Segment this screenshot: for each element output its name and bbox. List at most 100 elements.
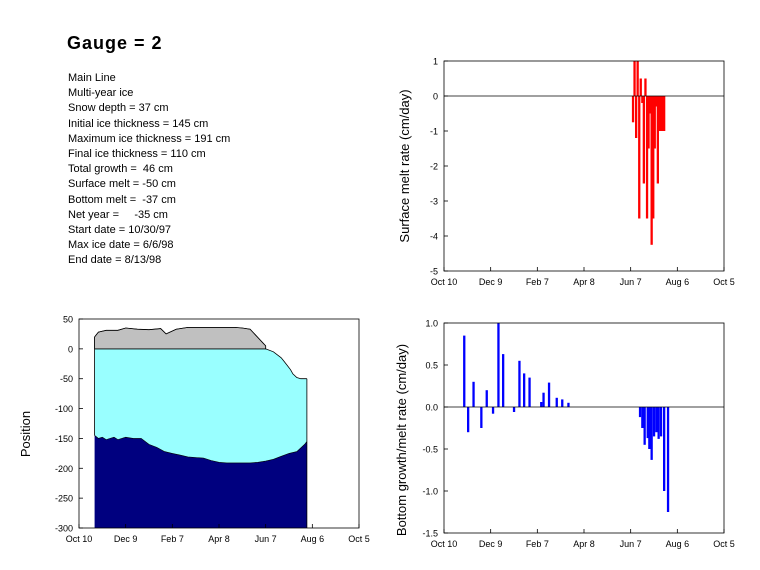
x-tick-label: Dec 9 xyxy=(479,539,503,549)
surface-line xyxy=(94,326,307,380)
bar xyxy=(518,360,521,407)
bar xyxy=(643,407,646,445)
bar xyxy=(542,392,545,407)
plot-frame xyxy=(443,60,725,272)
ice-area xyxy=(94,348,307,463)
y-tick-label: -5 xyxy=(430,267,438,277)
y-tick-label: -200 xyxy=(55,464,73,474)
info-line: Main Line xyxy=(68,72,116,84)
x-tick-label: Apr 8 xyxy=(573,277,595,287)
y-tick-label: 0.5 xyxy=(425,361,438,371)
bar xyxy=(512,407,516,412)
x-tick-label: Oct 10 xyxy=(431,277,458,287)
x-tick-label: Feb 7 xyxy=(161,534,184,544)
bar xyxy=(645,96,649,219)
bottom-line xyxy=(94,435,308,464)
x-tick-label: Oct 10 xyxy=(66,534,93,544)
y-tick-label: -0.5 xyxy=(422,445,438,455)
bar xyxy=(480,407,483,428)
y-tick-label: -1 xyxy=(430,127,438,137)
info-line: Bottom melt = -37 cm xyxy=(68,193,176,206)
chart-title: Gauge = 2 xyxy=(67,33,163,53)
y-tick-label: -3 xyxy=(430,197,438,207)
x-tick-label: Aug 6 xyxy=(666,277,690,287)
info-list: Main Line Multi-year ice Snow depth = 37 c… xyxy=(68,71,230,269)
x-tick-label: Dec 9 xyxy=(114,534,138,544)
bar xyxy=(666,407,670,512)
x-tick-label: Oct 10 xyxy=(431,539,458,549)
bar xyxy=(467,407,470,433)
bar xyxy=(472,381,475,407)
bar xyxy=(523,373,526,407)
bar xyxy=(661,96,664,131)
bar xyxy=(638,407,642,418)
y-tick-label: -300 xyxy=(55,524,73,534)
bar xyxy=(497,323,500,407)
info-line: Max ice date = 6/6/98 xyxy=(68,239,174,252)
bar xyxy=(663,96,666,131)
x-tick-label: Jun 7 xyxy=(620,277,642,287)
info-line: End date = 8/13/98 xyxy=(68,254,162,267)
y-tick-label: -100 xyxy=(55,404,73,414)
bar xyxy=(463,335,466,407)
y-axis-label: Surface melt rate (cm/day) xyxy=(397,89,412,242)
bar xyxy=(653,96,656,149)
info-line: Maximum ice thickness = 191 cm xyxy=(68,132,231,145)
snow-area xyxy=(94,327,267,350)
y-tick-label: -250 xyxy=(55,494,73,504)
y-tick-label: -50 xyxy=(60,374,73,384)
bar xyxy=(649,96,652,114)
x-tick-label: Oct 5 xyxy=(348,534,370,544)
bar xyxy=(646,407,649,439)
x-tick-label: Feb 7 xyxy=(526,539,549,549)
x-tick-label: Oct 5 xyxy=(713,539,735,549)
bar xyxy=(652,407,656,437)
y-axis-label: Position xyxy=(18,411,33,457)
bar xyxy=(638,96,641,219)
x-tick-label: Apr 8 xyxy=(208,534,230,544)
bar xyxy=(647,96,650,149)
info-line: Snow depth = 37 cm xyxy=(68,102,169,115)
info-line: Net year = -35 cm xyxy=(68,208,168,221)
y-axis-label: Bottom growth/melt rate (cm/day) xyxy=(394,344,409,536)
bar xyxy=(641,407,644,428)
info-line: Multi-year ice xyxy=(68,87,134,100)
bar xyxy=(663,407,666,491)
bar xyxy=(659,96,663,131)
x-tick-label: Jun 7 xyxy=(620,539,642,549)
y-tick-label: 0 xyxy=(433,92,438,102)
y-tick-label: -4 xyxy=(430,232,438,242)
bar xyxy=(528,377,531,407)
bar xyxy=(485,390,488,407)
info-line: Start date = 10/30/97 xyxy=(68,224,172,237)
bar xyxy=(655,96,658,107)
info-line: Total growth = 46 cm xyxy=(68,163,173,176)
y-tick-label: -1.0 xyxy=(422,487,438,497)
bar xyxy=(555,397,558,407)
bar xyxy=(567,402,570,407)
bar xyxy=(502,354,505,407)
y-tick-label: -150 xyxy=(55,434,73,444)
bar xyxy=(644,78,647,96)
info-line: Surface melt = -50 cm xyxy=(68,178,176,191)
bar xyxy=(658,96,661,131)
y-tick-label: -1.5 xyxy=(422,529,438,539)
x-tick-label: Jun 7 xyxy=(255,534,277,544)
bar xyxy=(657,407,660,439)
bar xyxy=(631,96,635,123)
bar xyxy=(547,382,551,407)
bar xyxy=(641,96,644,103)
y-tick-label: 0 xyxy=(68,344,73,354)
bar xyxy=(636,61,639,96)
info-line: Initial ice thickness = 145 cm xyxy=(68,117,209,130)
info-line: Final ice thickness = 110 cm xyxy=(68,148,206,161)
bar xyxy=(650,96,653,245)
bar xyxy=(652,96,655,219)
x-tick-label: Aug 6 xyxy=(301,534,325,544)
y-tick-label: 50 xyxy=(63,315,73,325)
bar xyxy=(650,407,653,460)
y-tick-label: 1 xyxy=(433,57,438,67)
bar xyxy=(655,407,658,433)
x-tick-label: Oct 5 xyxy=(713,277,735,287)
